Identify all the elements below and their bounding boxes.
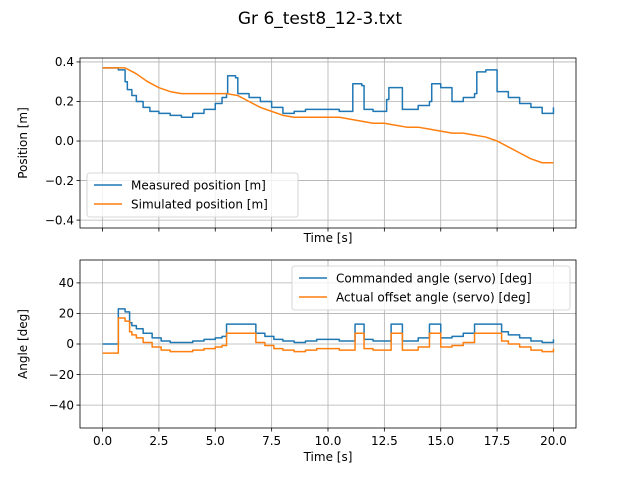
y-tick-label: 40 [59,276,74,290]
x-axis-label: Time [s] [303,231,353,245]
x-tick-label: 20.0 [540,434,567,448]
y-tick-label: 0 [66,337,74,351]
x-tick-label: 17.5 [484,434,511,448]
series-line-0 [102,308,555,345]
legend-label-0: Measured position [m] [131,178,266,192]
x-tick-label: 12.5 [371,434,398,448]
series-line-1 [102,317,555,354]
figure-title: Gr 6_test8_12-3.txt [238,9,403,29]
y-axis-label: Angle [deg] [16,309,30,379]
x-tick-label: 7.5 [262,434,281,448]
legend-label-0: Commanded angle (servo) [deg] [336,271,532,285]
legend-box [86,172,299,218]
y-tick-label: −0.2 [45,174,74,188]
series-line-1 [102,67,554,164]
x-tick-label: 2.5 [149,434,168,448]
series-line-0 [102,67,555,119]
angle-axes: 0.0 2.5 5.0 7.5 10.0 12.5 15.0 17.5 20.0 −40 −20 0 2… [16,259,577,464]
y-axis-label: Position [m] [16,107,30,179]
position-axes: −0.4 −0.2 0.0 0.2 0.4 Time [s] Position [m] Mea… [16,55,577,245]
x-tick-label: 5.0 [206,434,225,448]
y-tick-label: 20 [59,307,74,321]
y-tick-label: 0.4 [55,55,74,69]
legend-box [291,265,571,311]
legend-label-1: Actual offset angle (servo) [deg] [336,290,530,304]
x-axis-label: Time [s] [303,450,353,464]
y-tick-label: 0.2 [55,95,74,109]
legend-label-1: Simulated position [m] [131,197,268,211]
y-tick-label: −40 [49,398,74,412]
y-tick-label: −20 [49,368,74,382]
x-tick-label: 0.0 [93,434,112,448]
y-tick-label: 0.0 [55,134,74,148]
x-tick-label: 10.0 [315,434,342,448]
legend: Commanded angle (servo) [deg] Actual offs… [291,265,571,311]
y-tick-label: −0.4 [45,213,74,227]
legend: Measured position [m] Simulated position … [86,172,299,218]
x-tick-label: 15.0 [427,434,454,448]
